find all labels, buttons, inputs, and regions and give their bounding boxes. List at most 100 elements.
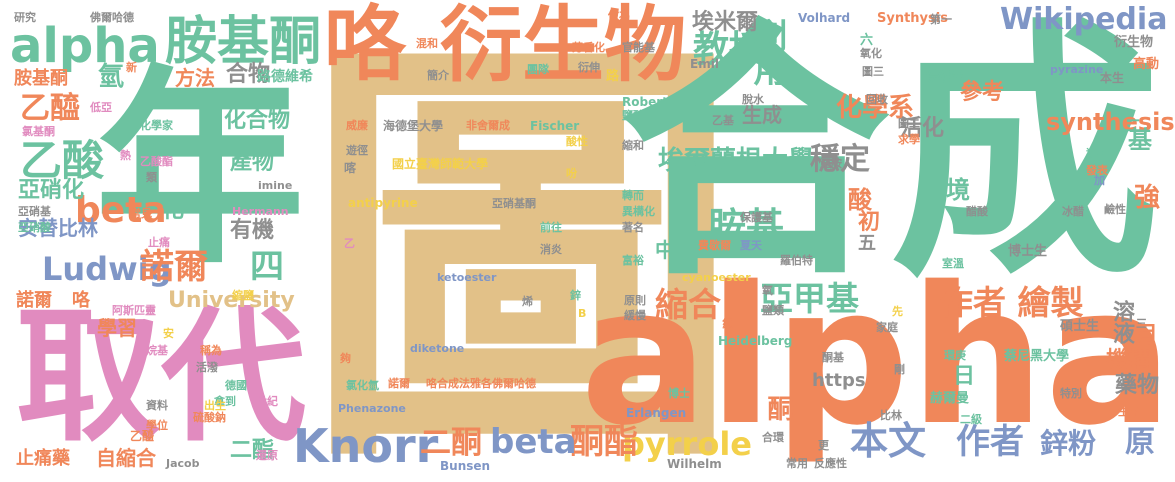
cloud-word: 博士生 (1008, 244, 1048, 259)
cloud-word: 原則 (624, 294, 646, 307)
cloud-word: 四 (250, 247, 284, 287)
cloud-word: 蔡尼黑大學 (1004, 349, 1070, 364)
cloud-word: 遊徑 (346, 144, 368, 157)
cloud-word: 衍生物 (440, 0, 687, 93)
cloud-word: 衍生物 (1114, 35, 1154, 50)
cloud-word: 二 (1125, 116, 1142, 135)
cloud-word: 有機 (230, 218, 275, 243)
cloud-word: 路德維希 (257, 69, 313, 85)
cloud-word: 氧化 (860, 47, 882, 60)
cloud-word: 咯 (324, 0, 407, 92)
cloud-word: alpha (580, 246, 1173, 467)
cloud-word: 作者 繪製 (940, 283, 1084, 322)
cloud-word: 圖二 (898, 117, 920, 130)
cloud-word: 資料 (146, 399, 168, 412)
cloud-word: 乙 (344, 237, 355, 250)
cloud-word: 加 (1094, 174, 1105, 187)
cloud-word: 緩慢 (624, 309, 646, 322)
cloud-word: 諾爾 (140, 247, 208, 287)
cloud-word: alpha (10, 18, 160, 74)
cloud-word: 諾爾 (388, 377, 410, 390)
cloud-word: 第一 (930, 13, 952, 26)
cloud-word: 夠 (340, 352, 351, 365)
cloud-word: 強 (1134, 183, 1161, 213)
cloud-word: 博士 (668, 387, 690, 400)
cloud-word: 消炎 (540, 243, 562, 256)
cloud-word: Robert (622, 95, 668, 109)
cloud-word: 混和 (416, 37, 438, 50)
cloud-word: 本文 (850, 419, 927, 463)
cloud-word: 乙基 (712, 114, 734, 127)
cloud-word: 低亞 (90, 101, 112, 114)
cloud-word: 中 (655, 238, 675, 262)
cloud-word: https (812, 370, 866, 391)
cloud-word: 安替比林 (18, 216, 98, 240)
cloud-word: 縮合 (655, 285, 721, 324)
cloud-word: 著名 (622, 221, 644, 234)
cloud-word: 合物 (226, 62, 271, 87)
cloud-word: 亞硝酸 (18, 221, 51, 234)
cloud-word: 胺基酮 (14, 68, 68, 89)
cloud-word: Volhard (798, 11, 851, 25)
cloud-word: 反應性 (814, 457, 847, 470)
cloud-word: 氮 (722, 317, 733, 330)
cloud-word: 鋅 (570, 289, 581, 302)
cloud-word: synthesis (1046, 108, 1175, 136)
cloud-word: 乙醯 (130, 429, 155, 443)
cloud-word: 二級 (960, 413, 982, 426)
cloud-word: 亞胺 (820, 157, 842, 170)
cloud-word: Knorr (293, 419, 439, 473)
cloud-word: 咯合成法雅各佛爾哈德 (426, 377, 536, 390)
cloud-word: 芳香化 (572, 41, 605, 54)
cloud-word: ketoester (437, 271, 497, 284)
cloud-word: 先 (892, 305, 903, 318)
cloud-word: 縮鹽 (232, 289, 254, 302)
cloud-word: 乙酸 (20, 136, 105, 185)
cloud-word: 環境 (922, 176, 970, 204)
cloud-word: cyanoester (682, 271, 751, 284)
cloud-word: 化學系 (836, 93, 915, 123)
cloud-word: 基 (1128, 126, 1152, 154)
cloud-word: 氫 (98, 62, 125, 92)
cloud-word: Phenazone (338, 402, 406, 415)
cloud-word: beta (75, 190, 167, 231)
cloud-word: 氯化氫 (346, 379, 379, 392)
cloud-word: 鹽類 (762, 304, 784, 317)
cloud-word: pyrrole (622, 425, 752, 463)
cloud-word: 熱 (120, 149, 131, 162)
cloud-word: 止痛藥 (16, 448, 70, 469)
cloud-word: 醋酸 (966, 205, 988, 218)
cloud-word: Emil (690, 57, 719, 71)
cloud-word: 合成 (620, 0, 1160, 312)
cloud-word: 酮酯 (570, 422, 638, 462)
cloud-word: 赫爾曼 (930, 391, 970, 406)
cloud-word: antipyrine (348, 196, 418, 210)
cloud-word: diketone (410, 342, 465, 355)
cloud-word: 海德堡大學 (383, 119, 444, 133)
cloud-word: 本生 (1100, 71, 1125, 85)
cloud-word: 作者 (956, 422, 1024, 462)
cloud-word: 常用 (786, 457, 808, 470)
cloud-word: 比林 (880, 409, 902, 422)
cloud-word: 稱為 (200, 344, 222, 357)
cloud-word: 酸 (848, 186, 872, 214)
cloud-word: 諾爾 (16, 290, 52, 311)
cloud-word: 烷基 (146, 344, 168, 357)
cloud-word: 產物 (230, 150, 275, 175)
cloud-word: 利用 (747, 18, 787, 86)
cloud-word: 初 (858, 210, 881, 235)
cloud-word: 酮 (763, 395, 793, 421)
cloud-word: Synthysis (877, 11, 948, 26)
cloud-word: 亞硝基酮 (492, 197, 536, 210)
cloud-word: 活潑 (196, 361, 218, 374)
cloud-word: 前往 (540, 221, 562, 234)
cloud-word: 環庚 (944, 349, 966, 362)
cloud-word: 亞硝基 (18, 205, 51, 218)
cloud-word: 求學 (898, 133, 920, 146)
cloud-word: 五 (858, 233, 876, 254)
cloud-word: 酸性 (566, 135, 588, 148)
cloud-word: 特別 (1060, 387, 1082, 400)
cloud-word: 埃米爾 (692, 10, 759, 35)
cloud-word: 參考 (960, 80, 1005, 105)
